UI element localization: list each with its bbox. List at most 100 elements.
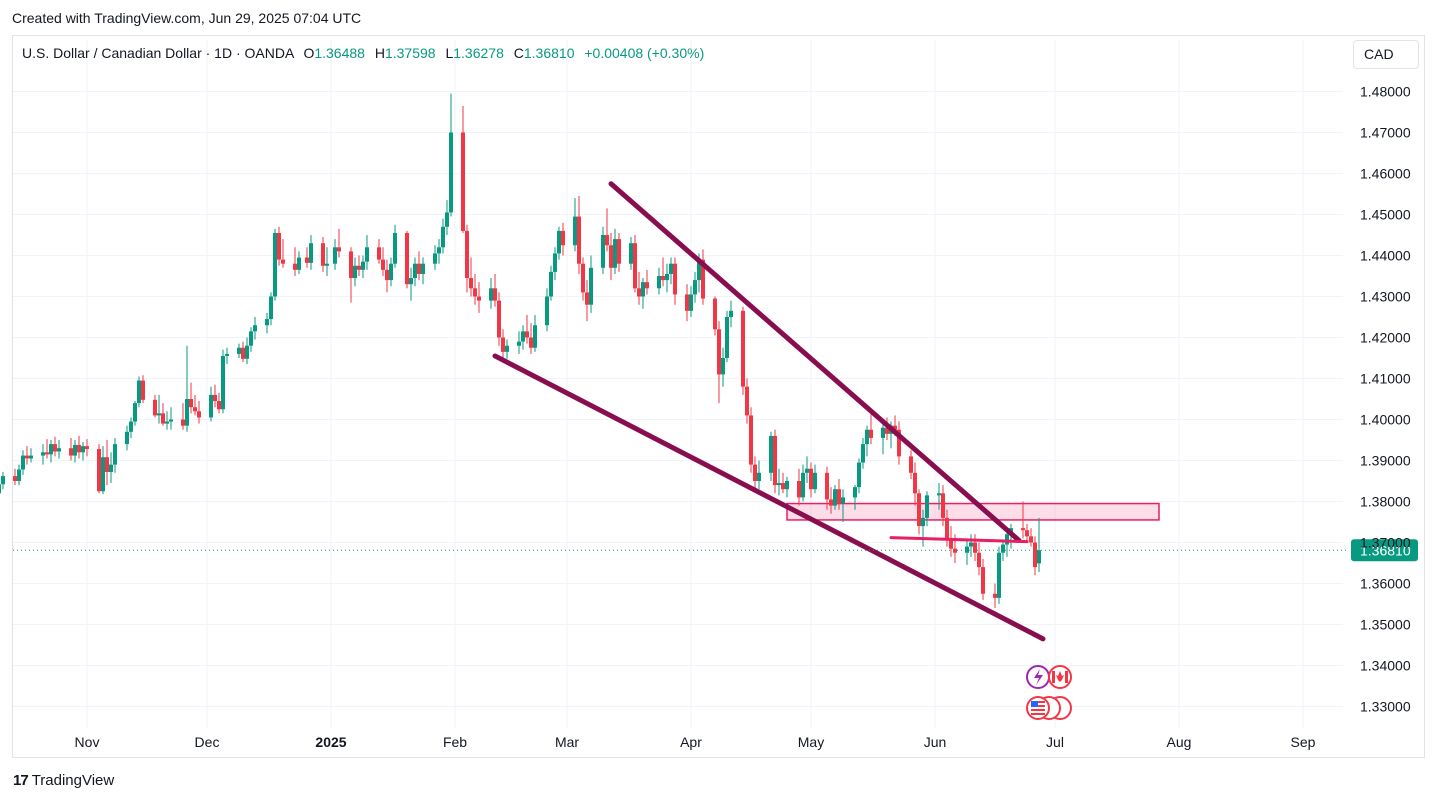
candle — [897, 421, 901, 465]
candle — [325, 247, 329, 276]
candle-body — [501, 337, 505, 352]
candle-body — [689, 294, 693, 311]
us-flag-icon-stack[interactable] — [1026, 696, 1072, 720]
candle-body — [629, 243, 633, 264]
candle-body — [1029, 536, 1033, 543]
candle-body — [273, 232, 277, 297]
symbol-title[interactable]: U.S. Dollar / Canadian Dollar · 1D · OAN… — [22, 45, 294, 61]
candle-body — [897, 429, 901, 457]
candle — [861, 437, 865, 469]
candle-body — [801, 472, 805, 498]
time-tick-label: Nov — [75, 734, 100, 750]
candle — [413, 257, 417, 287]
candle — [57, 440, 61, 459]
candle — [393, 224, 397, 268]
canada-flag-icon[interactable] — [1048, 665, 1072, 689]
candle-body — [909, 456, 913, 473]
candle — [633, 235, 637, 293]
candle-body — [549, 271, 553, 297]
candle — [969, 534, 973, 557]
candle-body — [469, 278, 473, 289]
candle-body — [17, 469, 21, 481]
time-tick-label: Dec — [195, 734, 220, 750]
candle — [841, 489, 845, 522]
candle — [377, 239, 381, 264]
candle — [617, 232, 621, 272]
candle — [265, 312, 269, 334]
currency-selector[interactable]: CAD — [1353, 40, 1419, 69]
candle-body — [965, 546, 969, 553]
candle-body — [913, 472, 917, 494]
candle-body — [717, 329, 721, 375]
candle — [333, 239, 337, 270]
candle-body — [217, 401, 221, 410]
candle — [469, 257, 473, 297]
candle-body — [77, 444, 81, 453]
candle — [1001, 540, 1005, 561]
candle — [445, 200, 449, 235]
price-tick-label: 1.35000 — [1360, 617, 1411, 633]
candle — [461, 105, 465, 233]
candle — [693, 271, 697, 303]
high-value: 1.37598 — [384, 45, 436, 61]
candle — [497, 292, 501, 346]
candle — [105, 440, 109, 486]
time-tick-label: 2025 — [315, 734, 346, 750]
candle — [381, 247, 385, 276]
candle — [749, 407, 753, 473]
candle-body — [377, 247, 381, 260]
candle — [405, 230, 409, 289]
price-axis: 1.48000 1.47000 1.46000 1.45000 1.44000 1.430… — [1360, 84, 1411, 715]
time-tick-label: May — [798, 734, 824, 750]
candle-body — [669, 263, 673, 274]
candle-body — [769, 435, 773, 473]
candle — [921, 509, 925, 547]
candle — [41, 444, 45, 465]
price-tick-label: 1.39000 — [1360, 453, 1411, 469]
candle-body — [693, 280, 697, 295]
price-tick-label: 1.40000 — [1360, 412, 1411, 428]
time-tick-label: Mar — [555, 734, 579, 750]
open-label: O — [303, 45, 315, 61]
candle — [237, 343, 241, 358]
candle — [801, 464, 805, 502]
chart-frame[interactable] — [12, 35, 1425, 758]
candle-body — [417, 263, 421, 274]
candle — [361, 255, 365, 279]
price-tick-label: 1.48000 — [1360, 84, 1411, 100]
candle-body — [493, 288, 497, 301]
dividend-event-icon[interactable] — [1026, 665, 1050, 689]
tradingview-brand[interactable]: 17 TradingView — [13, 772, 114, 789]
candle — [585, 280, 589, 322]
candle-body — [325, 263, 329, 266]
candle — [45, 439, 49, 459]
candle-body — [605, 235, 609, 246]
candle-body — [169, 419, 173, 422]
candle-body — [885, 427, 889, 434]
candle — [141, 375, 145, 404]
candle — [685, 284, 689, 322]
candle — [781, 472, 785, 494]
time-tick-label: Aug — [1167, 734, 1192, 750]
candle-body — [321, 243, 325, 266]
tradingview-logo-icon: 17 — [13, 772, 29, 789]
candle-body — [637, 288, 641, 297]
candle — [273, 228, 277, 301]
candle — [489, 278, 493, 309]
candle-body — [645, 282, 649, 289]
candle-body — [673, 263, 677, 295]
candle — [133, 401, 137, 426]
price-tick-label: 1.36000 — [1360, 576, 1411, 592]
candle — [197, 401, 201, 424]
candle — [449, 93, 453, 217]
candle — [309, 235, 313, 270]
candle-body — [125, 431, 129, 445]
candle — [165, 411, 169, 430]
candle-body — [337, 247, 341, 252]
candle-body — [785, 481, 789, 490]
candle — [217, 392, 221, 414]
candle — [1033, 536, 1037, 576]
candle — [517, 331, 521, 354]
candle-body — [725, 317, 729, 358]
